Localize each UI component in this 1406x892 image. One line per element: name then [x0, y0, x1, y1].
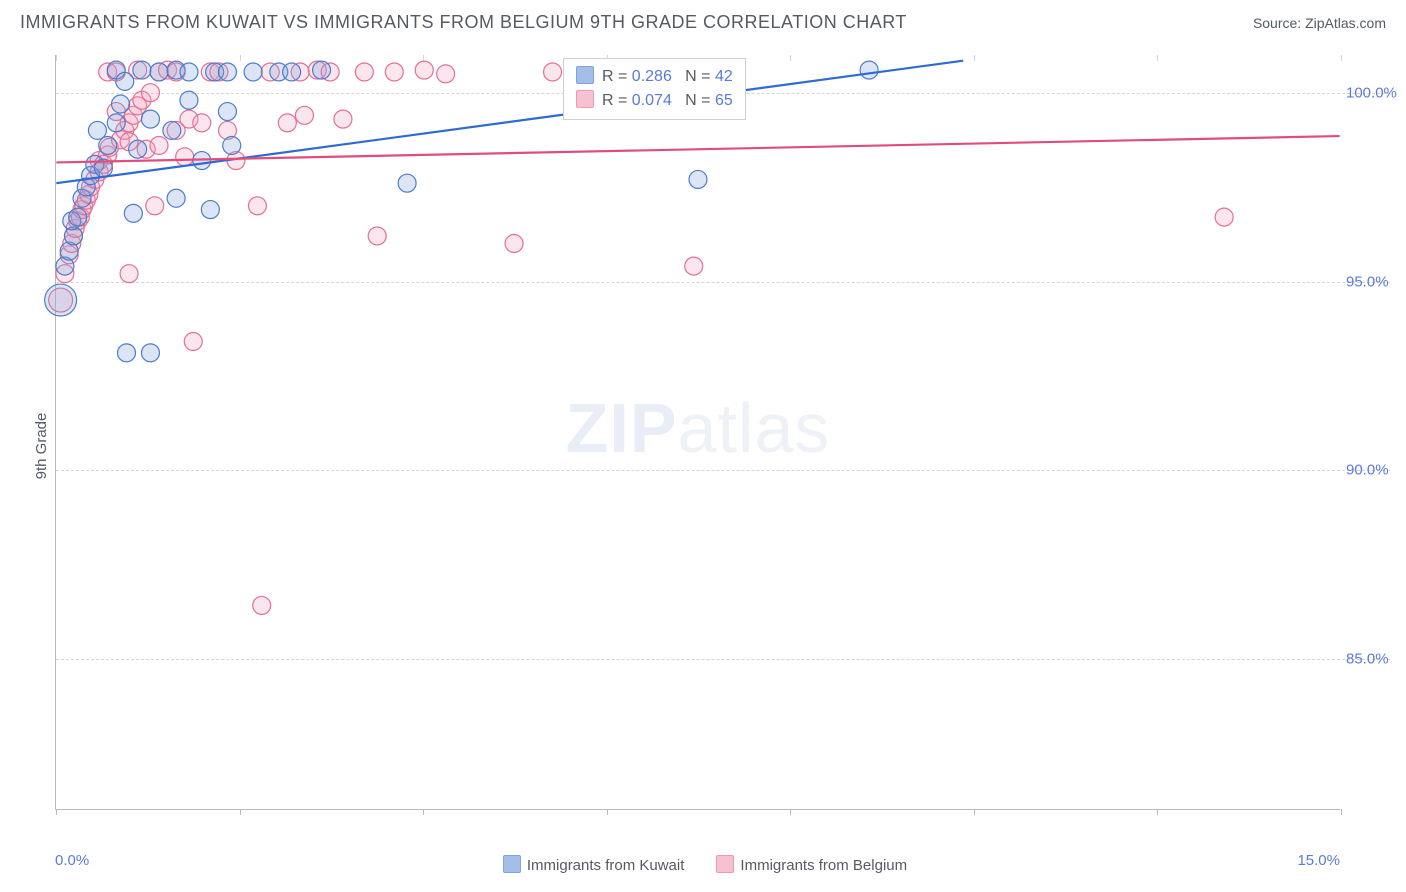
data-point-kuwait [689, 170, 707, 188]
data-point-kuwait [283, 63, 301, 81]
data-point-belgium [150, 136, 168, 154]
data-point-belgium [437, 65, 455, 83]
data-point-kuwait [218, 103, 236, 121]
data-point-belgium [385, 63, 403, 81]
data-point-kuwait [244, 63, 262, 81]
plot-area: ZIPatlas [55, 55, 1340, 810]
data-point-belgium [1215, 208, 1233, 226]
data-point-kuwait [218, 63, 236, 81]
data-point-kuwait [141, 344, 159, 362]
data-point-kuwait [313, 61, 331, 79]
y-tick-label: 90.0% [1346, 462, 1400, 479]
data-point-kuwait [129, 140, 147, 158]
y-tick-label: 95.0% [1346, 273, 1400, 290]
data-point-kuwait [860, 61, 878, 79]
x-tick-dash [1341, 55, 1342, 61]
data-point-belgium [193, 114, 211, 132]
data-point-kuwait [180, 91, 198, 109]
bottom-legend: Immigrants from Kuwait Immigrants from Be… [0, 855, 1406, 874]
source-prefix: Source: [1253, 15, 1301, 31]
data-point-kuwait [223, 136, 241, 154]
data-point-kuwait [69, 208, 87, 226]
stats-row-belgium: R = 0.074 N = 65 [576, 89, 733, 113]
source-label-wrap: Source: ZipAtlas.com [1253, 15, 1386, 31]
data-point-kuwait [107, 114, 125, 132]
data-point-kuwait [133, 61, 151, 79]
data-point-belgium [544, 63, 562, 81]
y-tick-label: 100.0% [1346, 84, 1400, 101]
x-tick-mark [1341, 809, 1342, 815]
data-point-belgium [184, 333, 202, 351]
chart-title: IMMIGRANTS FROM KUWAIT VS IMMIGRANTS FRO… [20, 12, 907, 33]
stats-r-value: 0.286 [632, 68, 672, 85]
data-point-kuwait [88, 121, 106, 139]
swatch-kuwait [576, 66, 594, 84]
data-point-belgium [505, 235, 523, 253]
x-tick-mark [56, 809, 57, 815]
trend-line-belgium [56, 136, 1339, 162]
data-point-kuwait [124, 204, 142, 222]
data-point-belgium [146, 197, 164, 215]
plot-svg [56, 55, 1340, 809]
stats-n-label: N = [672, 92, 715, 109]
x-tick-mark [607, 809, 608, 815]
data-point-kuwait [163, 121, 181, 139]
data-point-belgium [248, 197, 266, 215]
stats-n-value: 65 [715, 92, 733, 109]
stats-legend-box: R = 0.286 N = 42R = 0.074 N = 65 [563, 58, 746, 120]
data-point-belgium [176, 148, 194, 166]
legend-label-kuwait: Immigrants from Kuwait [527, 857, 685, 874]
stats-n-label: N = [672, 68, 715, 85]
data-point-belgium [415, 61, 433, 79]
title-bar: IMMIGRANTS FROM KUWAIT VS IMMIGRANTS FRO… [20, 12, 1386, 33]
data-point-belgium [295, 106, 313, 124]
source-link[interactable]: ZipAtlas.com [1305, 15, 1386, 31]
data-point-kuwait [141, 110, 159, 128]
y-tick-label: 85.0% [1346, 651, 1400, 668]
data-point-kuwait [118, 344, 136, 362]
data-point-kuwait [99, 136, 117, 154]
data-point-kuwait [398, 174, 416, 192]
x-tick-mark [423, 809, 424, 815]
data-point-belgium [685, 257, 703, 275]
x-tick-mark [974, 809, 975, 815]
data-point-kuwait [150, 63, 168, 81]
stats-n-value: 42 [715, 68, 733, 85]
data-point-belgium [253, 596, 271, 614]
y-axis-label: 9th Grade [33, 413, 50, 480]
data-point-belgium [368, 227, 386, 245]
legend-label-belgium: Immigrants from Belgium [740, 857, 907, 874]
stats-r-label: R = [602, 92, 632, 109]
stats-r-label: R = [602, 68, 632, 85]
data-point-belgium [334, 110, 352, 128]
legend-swatch-kuwait [503, 855, 521, 873]
data-point-belgium [278, 114, 296, 132]
data-point-kuwait [180, 63, 198, 81]
swatch-belgium [576, 90, 594, 108]
data-point-kuwait [116, 72, 134, 90]
data-point-kuwait [45, 284, 77, 316]
x-tick-mark [1157, 809, 1158, 815]
x-tick-mark [790, 809, 791, 815]
data-point-kuwait [167, 189, 185, 207]
stats-r-value: 0.074 [632, 92, 672, 109]
data-point-kuwait [112, 95, 130, 113]
data-point-kuwait [201, 201, 219, 219]
data-point-belgium [141, 84, 159, 102]
stats-row-kuwait: R = 0.286 N = 42 [576, 65, 733, 89]
legend-swatch-belgium [716, 855, 734, 873]
data-point-belgium [120, 265, 138, 283]
x-tick-mark [240, 809, 241, 815]
data-point-belgium [355, 63, 373, 81]
